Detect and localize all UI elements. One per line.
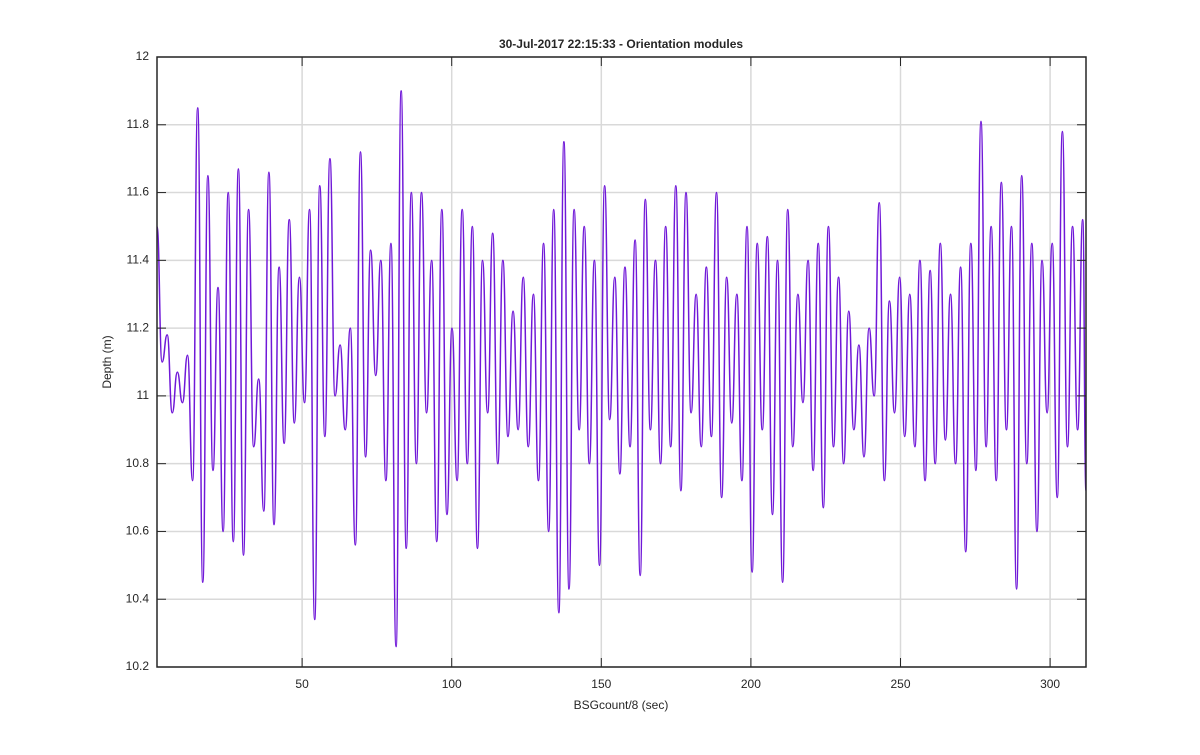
x-axis-label: BSGcount/8 (sec)	[574, 698, 669, 712]
y-tick-label: 11.6	[127, 185, 150, 199]
y-tick-label: 11.4	[127, 253, 150, 267]
x-tick-label: 100	[442, 677, 462, 691]
y-tick-label: 10.6	[126, 524, 150, 538]
x-tick-label: 300	[1040, 677, 1060, 691]
y-tick-label: 12	[136, 49, 150, 63]
data-line	[156, 90, 1087, 648]
y-tick-label: 11	[137, 388, 150, 402]
y-axis-label: Depth (m)	[100, 335, 114, 388]
y-tick-label: 11.2	[127, 320, 150, 334]
axes-box	[156, 56, 1087, 668]
x-tick-label: 250	[890, 677, 910, 691]
chart-title: 30-Jul-2017 22:15:33 - Orientation modul…	[499, 37, 743, 51]
y-tick-label: 10.4	[126, 591, 150, 605]
y-tick-label: 10.2	[126, 659, 150, 673]
x-tick-label: 50	[295, 677, 309, 691]
plot-area	[156, 90, 1087, 648]
ticks: 50 100 150 200 250 300 10.2 10.4 10.6 10.8 11 11.2 1…	[126, 49, 1086, 691]
y-tick-label: 10.8	[126, 456, 150, 470]
x-tick-label: 150	[591, 677, 611, 691]
x-tick-label: 200	[741, 677, 761, 691]
y-tick-label: 11.8	[127, 117, 150, 131]
